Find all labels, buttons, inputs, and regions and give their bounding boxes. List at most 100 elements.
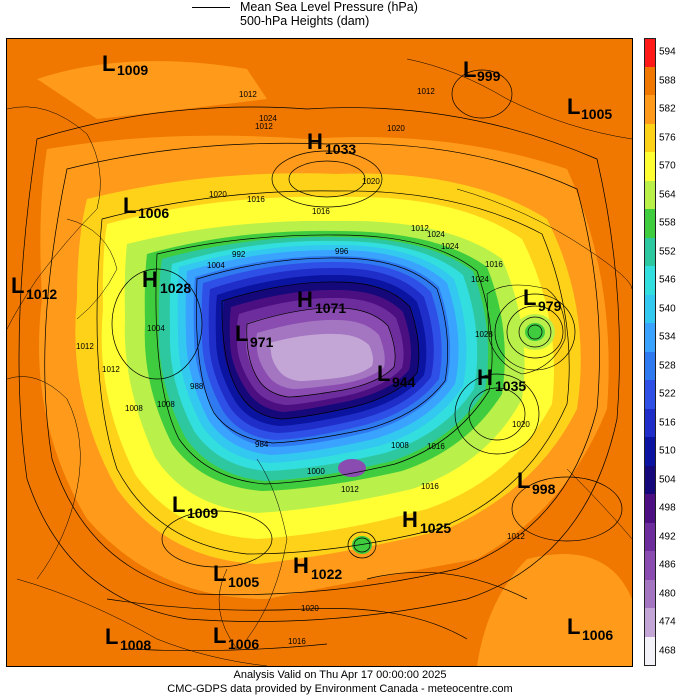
colorbar-tick-label: 474 — [659, 616, 676, 628]
isobar-label: 1024 — [427, 230, 445, 239]
isobar-label: 992 — [232, 250, 246, 259]
isobar-label: 1016 — [288, 637, 306, 646]
pressure-value: 1008 — [120, 637, 151, 653]
pressure-center-low: L 1006 — [567, 614, 613, 643]
pressure-value: 1006 — [138, 205, 169, 221]
pressure-type: L — [567, 94, 580, 119]
pressure-type: L — [105, 624, 118, 649]
pressure-value: 944 — [392, 374, 416, 390]
colorbar-swatch — [644, 38, 656, 67]
height-field-low-trough — [338, 459, 366, 477]
isobar-label: 1012 — [76, 342, 94, 351]
pressure-type: H — [477, 365, 493, 390]
pressure-value: 979 — [538, 298, 562, 314]
colorbar-swatch — [644, 494, 656, 523]
colorbar-swatch — [644, 522, 656, 552]
isobar-ring — [486, 284, 566, 375]
pressure-center-low: L 1009 — [102, 51, 148, 78]
pressure-type: L — [377, 361, 390, 386]
pressure-center-high: H 1071 — [297, 287, 346, 316]
colorbar-tick-label: 498 — [659, 502, 676, 514]
isobar-label: 1004 — [147, 324, 165, 333]
colorbar-tick-label: 564 — [659, 189, 676, 201]
colorbar-swatch — [644, 408, 656, 438]
isobar-label: 1020 — [301, 604, 319, 613]
colorbar-swatch — [644, 351, 656, 381]
colorbar-tick-label: 492 — [659, 531, 676, 543]
isobar-label: 1020 — [362, 177, 380, 186]
colorbar-swatch — [644, 437, 656, 466]
colorbar-tick-label: 486 — [659, 559, 676, 571]
pressure-center-low: L 944 — [377, 361, 416, 390]
isobar-value-labels: 1012 1012 1012 1016 1020 1024 1004 1008 … — [76, 87, 530, 646]
colorbar-tick-label: 528 — [659, 360, 676, 372]
pressure-value: 1025 — [420, 520, 451, 536]
isobar-label: 1012 — [417, 87, 435, 96]
height-field-small-low — [352, 536, 372, 554]
colorbar-swatch — [644, 152, 656, 181]
colorbar-tick-label: 468 — [659, 645, 676, 657]
height-colorbar: 594 588 582 576 570 564 558 552 546 540 534 528 522 5… — [644, 38, 676, 666]
pressure-value: 1009 — [187, 505, 218, 521]
pressure-value: 1012 — [26, 286, 57, 302]
isobar-label: 1024 — [471, 275, 489, 284]
colorbar-tick-label: 558 — [659, 217, 676, 229]
isobar-label: 1008 — [157, 400, 175, 409]
isobar-label: 988 — [190, 382, 204, 391]
pressure-value: 1033 — [325, 141, 356, 157]
credit-label: CMC-GDPS data provided by Environment Ca… — [167, 683, 513, 695]
pressure-type: L — [517, 468, 530, 493]
isobar-label: 1000 — [307, 467, 325, 476]
isobar-label: 984 — [255, 440, 269, 449]
colorbar-tick-label: 594 — [659, 46, 676, 58]
pressure-type: L — [172, 492, 185, 517]
pressure-center-high: H 1028 — [142, 267, 191, 296]
colorbar-swatch — [644, 636, 656, 666]
isobar-label: 996 — [335, 247, 349, 256]
pressure-center-high: H 1033 — [307, 129, 356, 157]
isobar-label: 1016 — [247, 195, 265, 204]
pressure-value: 1028 — [160, 280, 191, 296]
pressure-center-low: L 1009 — [172, 492, 218, 521]
pressure-center-low: L 979 — [523, 285, 562, 314]
isobar-label: 1012 — [411, 224, 429, 233]
pressure-type: L — [523, 285, 536, 310]
pressure-center-high: H 1025 — [402, 507, 451, 536]
colorbar-tick-label: 588 — [659, 75, 676, 87]
pressure-value: 1035 — [495, 378, 526, 394]
colorbar-tick-label: 552 — [659, 246, 676, 258]
colorbar-tick-label: 504 — [659, 474, 676, 486]
colorbar-swatch — [644, 237, 656, 267]
height-field-582-nw — [37, 61, 267, 119]
colorbar-swatch — [644, 465, 656, 495]
pressure-type: L — [213, 561, 226, 586]
colorbar-swatch — [644, 551, 656, 580]
pressure-value: 1005 — [581, 106, 612, 122]
colorbar-tick-label: 540 — [659, 303, 676, 315]
isobar-label: 1012 — [102, 365, 120, 374]
line-legend-label: Mean Sea Level Pressure (hPa) — [240, 0, 418, 14]
colorbar-tick-label: 576 — [659, 132, 676, 144]
colorbar-tick-label: 570 — [659, 160, 676, 172]
pressure-type: H — [297, 287, 313, 312]
colorbar-swatch — [644, 123, 656, 153]
isobar-label: 1004 — [207, 261, 225, 270]
isobar-label: 1020 — [209, 190, 227, 199]
pressure-type: L — [213, 623, 226, 648]
colorbar-tick-label: 582 — [659, 103, 676, 115]
colorbar-swatch — [644, 266, 656, 295]
pressure-type: H — [293, 553, 309, 578]
isobar-label: 1016 — [485, 260, 503, 269]
pressure-type: L — [463, 57, 476, 82]
isobar-label: 1024 — [441, 242, 459, 251]
colorbar-tick-label: 534 — [659, 331, 676, 343]
fill-legend-label: 500-hPa Heights (dam) — [240, 14, 370, 28]
pressure-center-low: L 998 — [517, 468, 556, 497]
pressure-center-low: L 1006 — [123, 193, 169, 221]
colorbar-swatch — [644, 95, 656, 124]
weather-map: 1012 1012 1012 1016 1020 1024 1004 1008 … — [6, 38, 633, 667]
colorbar-tick-label: 480 — [659, 588, 676, 600]
pressure-value: 998 — [532, 481, 556, 497]
pressure-centers: L 1009 L 999 L 1005 H 1033 L 1006 — [11, 51, 613, 653]
pressure-type: H — [142, 267, 158, 292]
